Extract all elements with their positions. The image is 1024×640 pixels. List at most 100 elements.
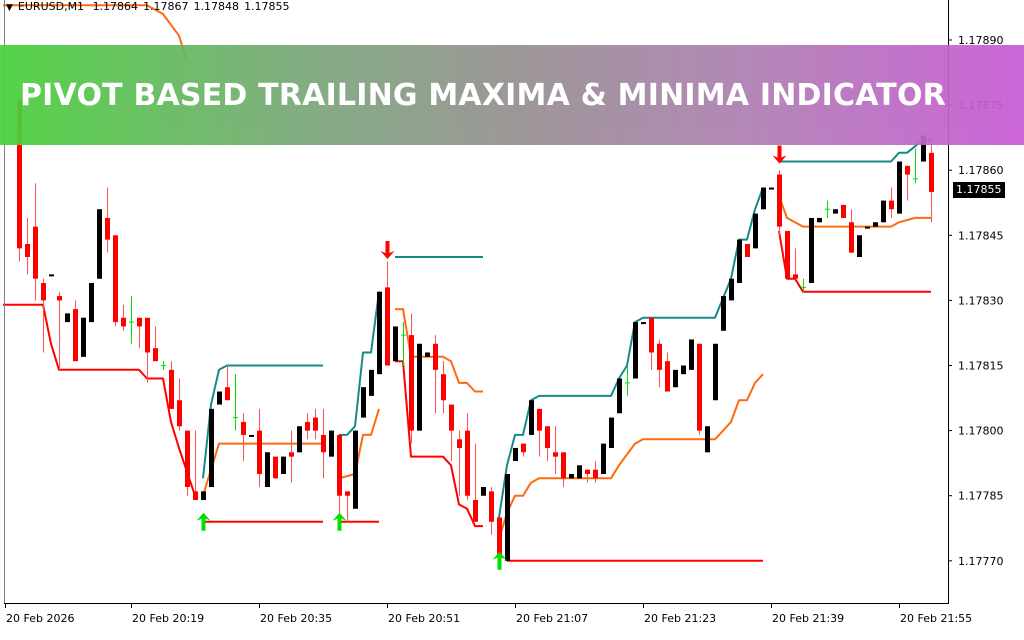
price-axis[interactable]: 1.178901.178751.178601.178451.178301.178…: [948, 34, 1004, 568]
candle: [129, 296, 134, 344]
candle-body: [849, 222, 854, 253]
candle: [89, 283, 94, 323]
up-arrow-icon: [332, 512, 347, 531]
candle: [593, 460, 598, 483]
candle: [881, 200, 886, 223]
candle: [41, 278, 46, 353]
candle-body: [89, 283, 94, 323]
candle-body: [57, 296, 62, 301]
candle-body: [585, 469, 590, 474]
candle: [201, 491, 206, 501]
candle-body: [481, 487, 486, 496]
candle-body: [41, 283, 46, 301]
candle-body: [593, 469, 598, 479]
candle-body: [465, 430, 470, 496]
candle: [161, 361, 166, 370]
close-value: 1.17855: [244, 0, 290, 13]
candle-body: [193, 491, 198, 501]
candle-body: [785, 230, 790, 279]
candle: [473, 443, 478, 522]
candle-body: [745, 243, 750, 257]
candle: [65, 313, 70, 323]
candle: [329, 430, 334, 457]
candle: [249, 434, 254, 437]
candle: [465, 413, 470, 501]
candle-body: [17, 100, 22, 249]
candle-body: [353, 430, 358, 509]
time-axis[interactable]: 20 Feb 2026 20 Feb 20:19 20 Feb 20:35 20 Fe…: [5, 603, 973, 625]
candle: [57, 291, 62, 370]
candle-body: [689, 339, 694, 370]
up-arrow-icon: [492, 551, 507, 570]
candle: [753, 213, 758, 249]
candle-body: [321, 434, 326, 453]
candle: [137, 317, 142, 349]
candle-body: [513, 447, 518, 461]
candle: [625, 365, 630, 396]
candle: [905, 165, 910, 201]
down-arrow-icon: [772, 145, 787, 164]
time-tick-label: 20 Feb 21:23: [644, 612, 716, 625]
time-tick-label: 20 Feb 21:07: [516, 612, 588, 625]
time-tick-label: 20 Feb 2026: [6, 612, 74, 625]
candle: [257, 408, 262, 488]
candle: [745, 243, 750, 257]
candle-body: [49, 274, 54, 277]
candle: [121, 304, 126, 331]
candle-body: [721, 296, 726, 331]
candle-body: [377, 291, 382, 375]
candle: [713, 343, 718, 401]
candle: [537, 408, 542, 457]
mid-line: [202, 442, 323, 496]
candle: [609, 417, 614, 448]
candle: [889, 187, 894, 218]
current-price-label: 1.17855: [953, 182, 1005, 198]
candle: [817, 217, 822, 223]
candle-body: [369, 369, 374, 396]
candle-body: [921, 135, 926, 162]
candle: [697, 343, 702, 435]
candle: [425, 352, 430, 357]
candle-body: [561, 452, 566, 479]
candle: [529, 400, 534, 435]
candle: [729, 278, 734, 301]
symbol-header: ▼ EURUSD,M1 1.17864 1.17867 1.17848 1.17855: [6, 0, 290, 15]
candle-body: [817, 217, 822, 223]
candle: [777, 170, 782, 236]
candle-body: [449, 404, 454, 431]
mid-line: [498, 373, 764, 540]
candle-body: [273, 456, 278, 479]
price-tick-label: 1.17815: [958, 360, 1004, 373]
maxima-line: [202, 364, 323, 479]
candle: [313, 408, 318, 440]
candle: [441, 361, 446, 414]
price-tick-label: 1.17800: [958, 425, 1004, 438]
candle: [865, 226, 870, 229]
banner-title: PIVOT BASED TRAILING MAXIMA & MINIMA IND…: [20, 77, 946, 113]
candle: [417, 343, 422, 431]
candle: [289, 430, 294, 483]
candle-body: [929, 152, 934, 192]
time-tick-label: 20 Feb 20:19: [132, 612, 204, 625]
signal-arrows: [196, 145, 787, 570]
candle: [665, 352, 670, 392]
candle: [657, 339, 662, 388]
candle-body: [457, 439, 462, 448]
candle: [913, 148, 918, 184]
price-tick-label: 1.17845: [958, 229, 1004, 242]
candle-body: [393, 326, 398, 362]
price-tick-label: 1.17770: [958, 555, 1004, 568]
candle: [385, 261, 390, 366]
candle: [505, 474, 510, 561]
candle-body: [665, 361, 670, 392]
time-tick-label: 20 Feb 21:55: [900, 612, 972, 625]
triangle-down-icon[interactable]: ▼: [6, 3, 13, 13]
candle-body: [505, 474, 510, 561]
candle: [193, 430, 198, 501]
candle-body: [641, 322, 646, 325]
candle-body: [345, 491, 350, 496]
candle: [809, 217, 814, 284]
candle-body: [681, 365, 686, 375]
candle-body: [97, 209, 102, 279]
